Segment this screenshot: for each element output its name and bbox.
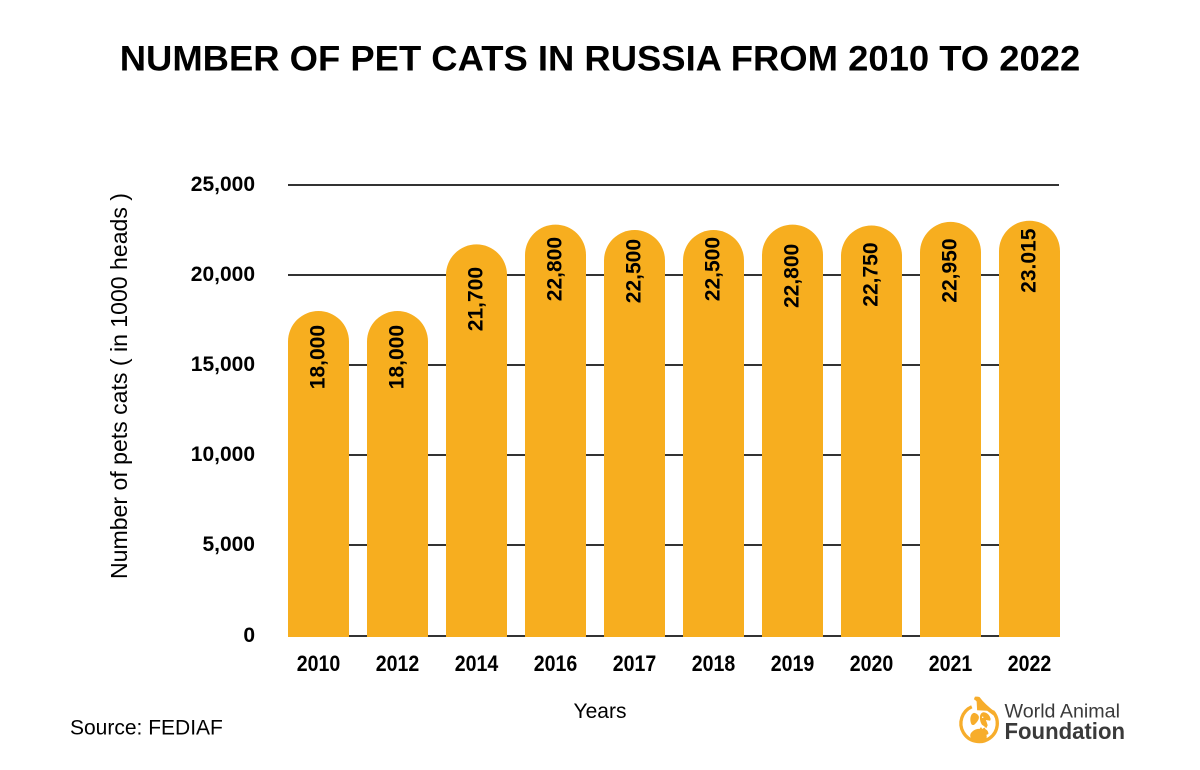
svg-text:22,500: 22,500 xyxy=(702,237,725,301)
svg-text:2016: 2016 xyxy=(534,651,578,676)
svg-text:2010: 2010 xyxy=(297,651,341,676)
svg-text:2018: 2018 xyxy=(692,651,736,676)
svg-text:22,750: 22,750 xyxy=(860,243,883,307)
svg-text:NUMBER OF PET CATS IN RUSSIA F: NUMBER OF PET CATS IN RUSSIA FROM 2010 T… xyxy=(120,39,1081,79)
svg-text:2020: 2020 xyxy=(850,651,894,676)
svg-text:22,500: 22,500 xyxy=(623,239,646,303)
svg-text:10,000: 10,000 xyxy=(191,443,255,466)
svg-text:18,000: 18,000 xyxy=(307,325,330,389)
svg-text:Number of pets cats ( in 1000: Number of pets cats ( in 1000 heads ) xyxy=(106,193,132,579)
svg-text:18,000: 18,000 xyxy=(386,325,409,389)
svg-text:22,800: 22,800 xyxy=(781,244,804,308)
svg-text:22,950: 22,950 xyxy=(939,239,962,303)
svg-text:Foundation: Foundation xyxy=(1005,718,1126,744)
svg-text:21,700: 21,700 xyxy=(465,267,488,331)
svg-text:22,800: 22,800 xyxy=(544,237,567,301)
svg-text:0: 0 xyxy=(243,624,255,647)
svg-text:25,000: 25,000 xyxy=(191,173,255,196)
svg-text:15,000: 15,000 xyxy=(191,353,255,376)
svg-text:23.015: 23.015 xyxy=(1018,228,1041,293)
svg-text:2019: 2019 xyxy=(771,651,815,676)
svg-text:Years: Years xyxy=(574,700,627,723)
svg-text:20,000: 20,000 xyxy=(191,263,255,286)
svg-text:2012: 2012 xyxy=(376,651,420,676)
svg-text:2014: 2014 xyxy=(455,651,499,676)
svg-text:2021: 2021 xyxy=(929,651,973,676)
svg-text:5,000: 5,000 xyxy=(202,533,255,556)
svg-text:World Animal: World Animal xyxy=(1005,702,1121,723)
svg-text:Source: FEDIAF: Source: FEDIAF xyxy=(70,717,223,740)
svg-text:2022: 2022 xyxy=(1008,651,1052,676)
svg-text:2017: 2017 xyxy=(613,651,657,676)
